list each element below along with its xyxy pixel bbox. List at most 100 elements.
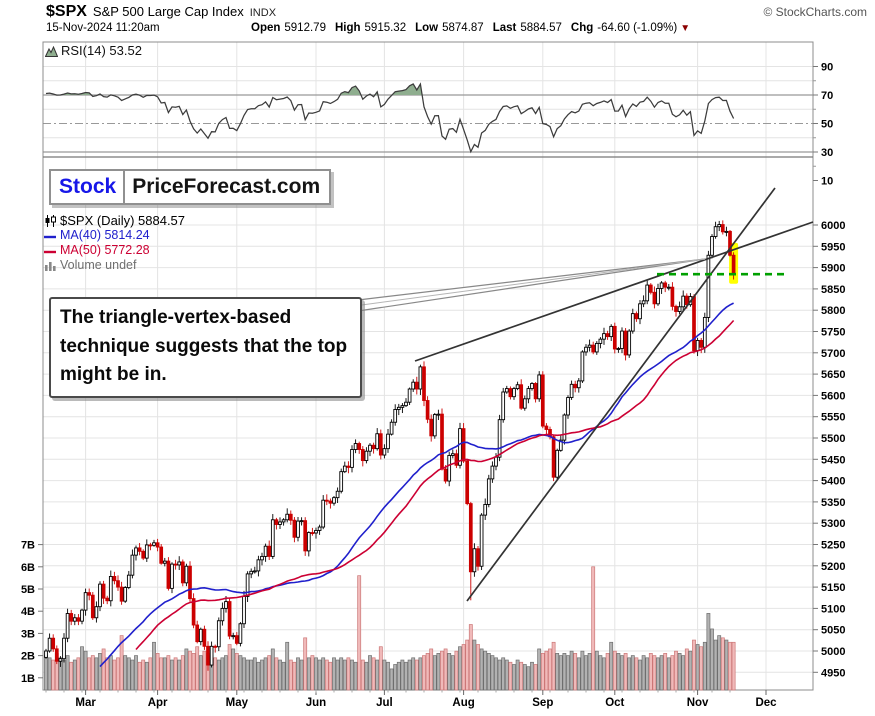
legend-volume-row: Volume undef xyxy=(44,258,185,273)
rsi-guides xyxy=(43,94,813,153)
svg-text:5450: 5450 xyxy=(821,454,845,466)
svg-text:5850: 5850 xyxy=(821,284,845,296)
svg-text:5B: 5B xyxy=(21,584,35,596)
volume-bars xyxy=(44,566,736,691)
svg-text:Mar: Mar xyxy=(75,697,96,709)
rsi-series xyxy=(45,82,735,154)
quote-label: Last xyxy=(492,22,517,34)
callout-wedge xyxy=(357,258,706,312)
month-gridlines xyxy=(85,42,767,690)
ma50-line xyxy=(135,319,735,651)
ma40-line xyxy=(99,302,734,668)
quote-datetime: 15-Nov-2024 11:20am xyxy=(46,22,160,34)
rsi-area-icon xyxy=(44,45,59,57)
svg-text:50: 50 xyxy=(821,119,833,131)
svg-text:4950: 4950 xyxy=(821,667,845,679)
legend-symbol-label: $SPX (Daily) 5884.57 xyxy=(60,213,186,228)
svg-text:5700: 5700 xyxy=(821,348,845,360)
svg-text:Sep: Sep xyxy=(532,697,553,709)
quote-label: High xyxy=(334,22,361,34)
svg-text:5250: 5250 xyxy=(821,540,845,552)
logo-part-stock: Stock xyxy=(51,171,126,204)
svg-text:5550: 5550 xyxy=(821,412,845,424)
quote-label: Low xyxy=(415,22,439,34)
quote-value: 5912.79 xyxy=(284,22,326,34)
trendlines xyxy=(414,187,814,602)
svg-text:4B: 4B xyxy=(21,606,35,618)
svg-text:5600: 5600 xyxy=(821,390,845,402)
legend-ma50-row: MA(50) 5772.28 xyxy=(44,243,185,258)
rsi-overbought-fill xyxy=(59,83,423,95)
svg-text:5300: 5300 xyxy=(821,518,845,530)
quote-label: Open xyxy=(251,22,281,34)
svg-text:30: 30 xyxy=(821,147,833,159)
svg-text:May: May xyxy=(226,697,249,709)
legend-symbol-row: $SPX (Daily) 5884.57 xyxy=(44,213,185,228)
svg-text:Nov: Nov xyxy=(687,697,709,709)
horizontal-gridlines xyxy=(43,66,813,673)
svg-text:5900: 5900 xyxy=(821,263,845,275)
svg-text:5050: 5050 xyxy=(821,625,845,637)
symbol-exchange: INDX xyxy=(249,7,277,19)
stockpriceforecast-logo: Stock PriceForecast.com xyxy=(49,169,332,206)
legend-ma40-row: MA(40) 5814.24 xyxy=(44,228,185,243)
svg-text:5150: 5150 xyxy=(821,582,845,594)
chart-header: $SPX S&P 500 Large Cap Index INDX xyxy=(46,3,866,21)
svg-text:6B: 6B xyxy=(21,562,35,574)
svg-text:5350: 5350 xyxy=(821,497,845,509)
annotation-box: The triangle-vertex-based technique sugg… xyxy=(49,297,362,398)
rsi-legend: RSI(14) 53.52 xyxy=(44,43,142,58)
candlesticks xyxy=(44,220,736,671)
symbol-ticker: $SPX xyxy=(46,3,87,20)
svg-text:Jun: Jun xyxy=(306,697,326,709)
svg-text:90: 90 xyxy=(821,62,833,74)
svg-text:1B: 1B xyxy=(21,673,35,685)
svg-text:5650: 5650 xyxy=(821,369,845,381)
svg-text:5800: 5800 xyxy=(821,305,845,317)
svg-text:5200: 5200 xyxy=(821,561,845,573)
svg-text:5000: 5000 xyxy=(821,646,845,658)
svg-text:Oct: Oct xyxy=(605,697,624,709)
legend-volume-label: Volume undef xyxy=(60,258,137,272)
svg-text:6000: 6000 xyxy=(821,220,845,232)
quote-value: 5884.57 xyxy=(520,22,562,34)
quote-values: Open 5912.79 High 5915.32 Low 5874.87 Last 5884… xyxy=(242,22,677,34)
axis-labels: 90 70 50 30 10 6000 5950 5900 5850 5800 5750 5700 56… xyxy=(21,62,846,710)
svg-text:Jul: Jul xyxy=(376,697,393,709)
ma40-line xyxy=(99,302,734,668)
quote-row: 15-Nov-2024 11:20am Open 5912.79 High 5915.3… xyxy=(46,22,866,38)
quote-label: Chg xyxy=(570,22,594,34)
rsi-line xyxy=(45,82,735,154)
ma50-line-icon xyxy=(44,250,56,254)
ma50-line xyxy=(135,319,735,651)
stockcharts-credit: © StockCharts.com xyxy=(763,5,867,19)
svg-text:10: 10 xyxy=(821,176,833,188)
svg-text:5100: 5100 xyxy=(821,603,845,615)
ma40-line-icon xyxy=(44,235,56,239)
rsi-legend-label: RSI(14) 53.52 xyxy=(61,43,142,58)
annotation-text: The triangle-vertex-based technique sugg… xyxy=(60,307,348,385)
legend-ma50-label: MA(50) 5772.28 xyxy=(60,243,150,257)
change-down-arrow-icon: ▼ xyxy=(680,23,691,34)
support-trendline xyxy=(466,187,776,602)
svg-text:2B: 2B xyxy=(21,651,35,663)
quote-value: -64.60 (-1.09%) xyxy=(597,22,678,34)
symbol-name: S&P 500 Large Cap Index xyxy=(92,4,244,19)
price-legend: $SPX (Daily) 5884.57 MA(40) 5814.24 MA(5… xyxy=(44,213,185,273)
svg-text:Dec: Dec xyxy=(755,697,777,709)
svg-text:Apr: Apr xyxy=(148,697,168,709)
candlestick-icon xyxy=(45,215,56,227)
quote-value: 5915.32 xyxy=(364,22,407,34)
quote-value: 5874.87 xyxy=(442,22,484,34)
svg-text:5950: 5950 xyxy=(821,241,845,253)
svg-text:5500: 5500 xyxy=(821,433,845,445)
legend-ma40-label: MA(40) 5814.24 xyxy=(60,228,150,242)
logo-part-priceforecast: PriceForecast.com xyxy=(132,175,321,198)
volume-bars-icon xyxy=(45,262,56,271)
svg-text:Aug: Aug xyxy=(452,697,474,709)
svg-text:5400: 5400 xyxy=(821,476,845,488)
svg-text:70: 70 xyxy=(821,90,833,102)
svg-text:7B: 7B xyxy=(21,540,35,552)
